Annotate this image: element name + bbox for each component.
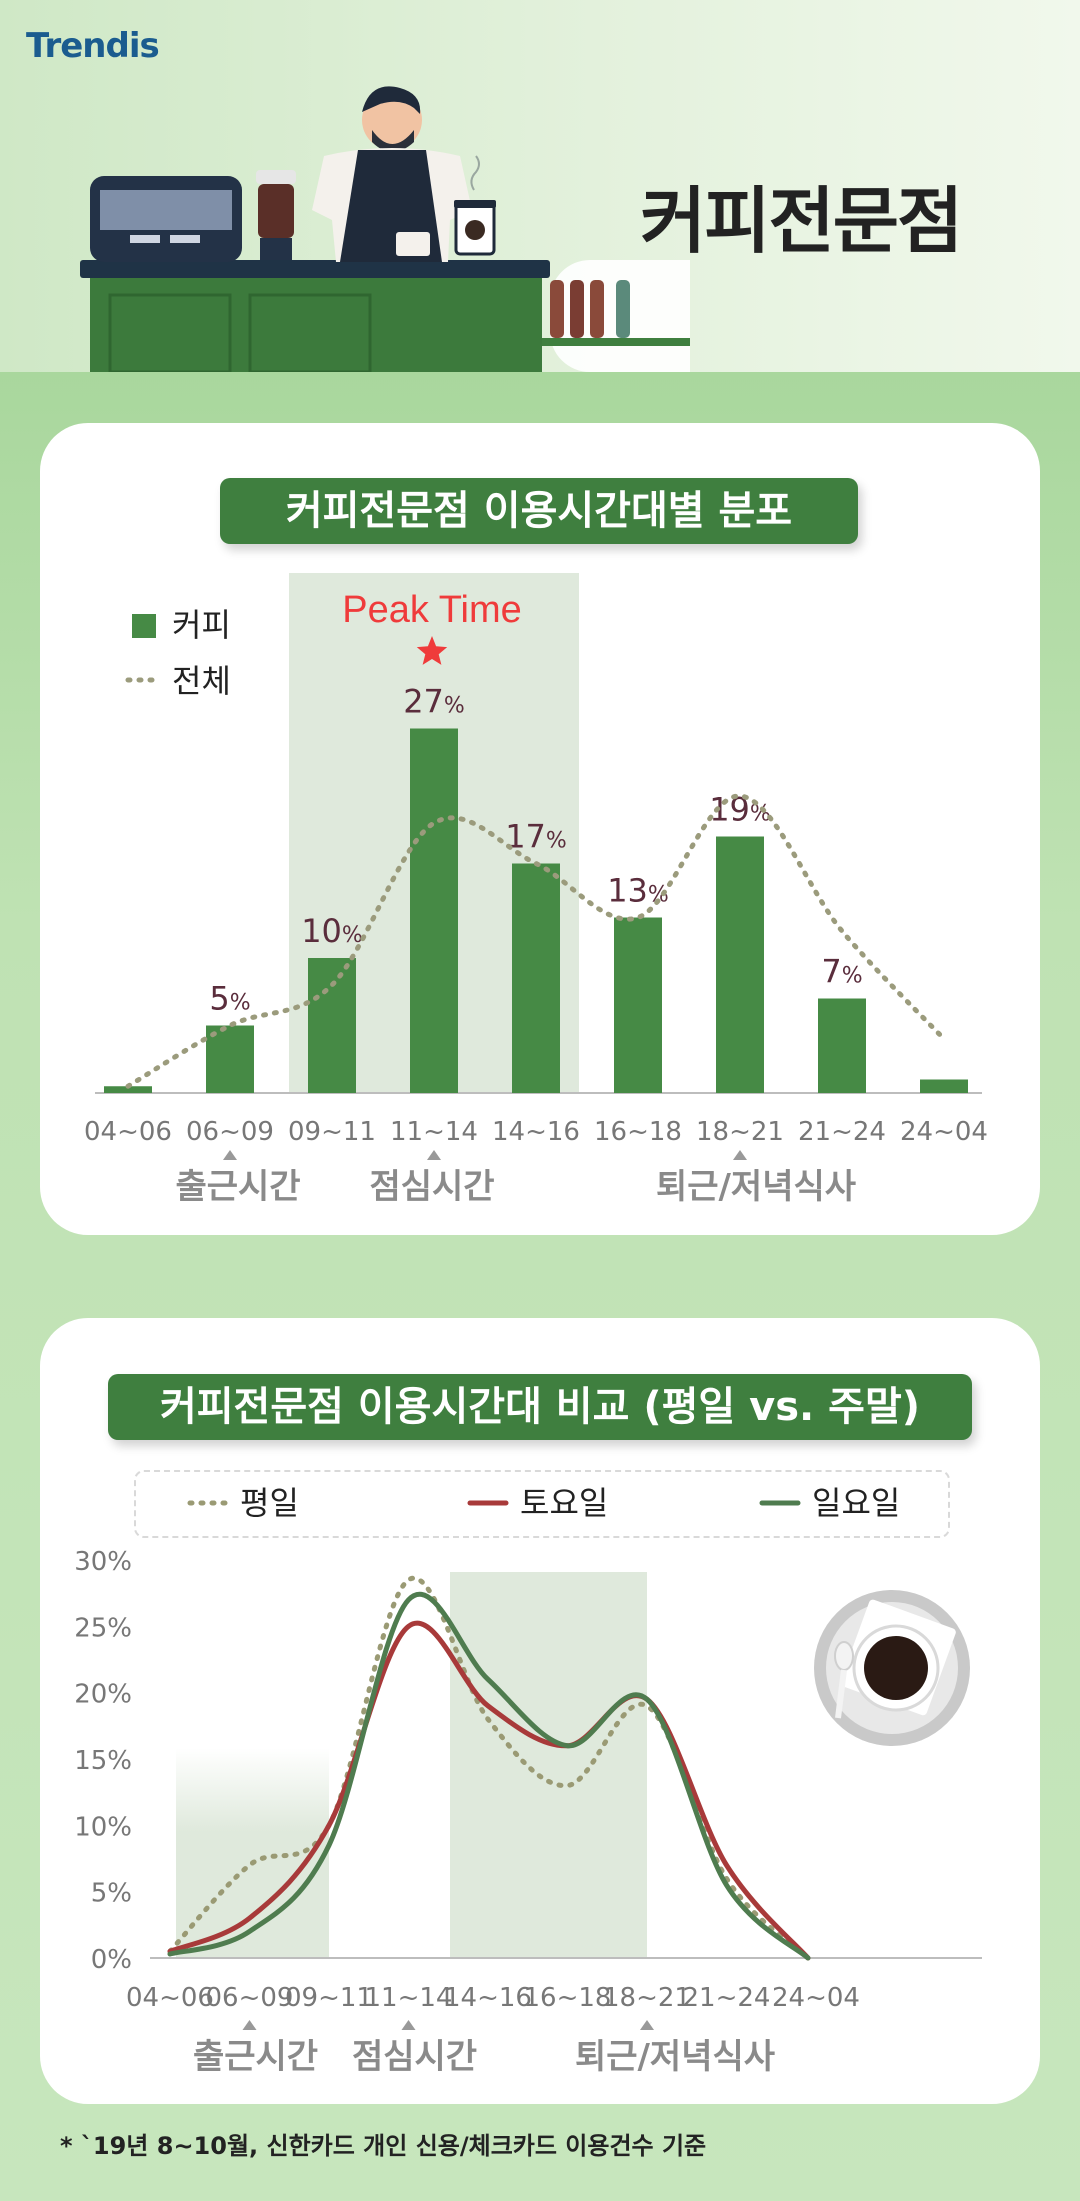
x2-tick-04~06: 04~06 [126, 1983, 214, 2013]
machine-button-1 [130, 235, 160, 243]
legend2-label-1: 토요일 [520, 1484, 608, 1522]
barista-illustration [80, 86, 690, 372]
bar-16~18 [614, 917, 662, 1093]
series-line-2 [167, 1591, 811, 1961]
y-tick-3: 15% [74, 1746, 132, 1776]
bar-04~06 [104, 1086, 152, 1093]
bottle-2 [570, 280, 584, 338]
period-label-1: 점심시간 [369, 1167, 494, 1207]
x-tick-04~06: 04~06 [84, 1117, 172, 1147]
y-tick-6: 30% [74, 1547, 132, 1577]
machine-button-2 [170, 235, 200, 243]
period2-marker-2 [640, 2020, 654, 2030]
spoon-icon [834, 1641, 854, 1671]
footnote: * `19년 8~10월, 신한카드 개인 신용/체크카드 이용건수 기준 [60, 2132, 707, 2160]
morning-highlight-band [176, 1748, 329, 1958]
x-tick-18~21: 18~21 [696, 1117, 784, 1147]
evening-highlight-band [450, 1572, 647, 1958]
grinder-top [256, 170, 296, 184]
x-tick-16~18: 16~18 [594, 1117, 682, 1147]
y-tick-0: 0% [91, 1945, 132, 1975]
period2-label-1: 점심시간 [352, 2037, 477, 2077]
counter-panel-1 [108, 293, 232, 372]
bar-18~21 [716, 836, 764, 1093]
x-tick-21~24: 21~24 [798, 1117, 886, 1147]
period-marker-0 [223, 1150, 237, 1160]
period-label-0: 출근시간 [175, 1167, 300, 1207]
period2-marker-1 [401, 2020, 416, 2030]
grinder-body [258, 184, 294, 238]
shelf [540, 338, 690, 346]
coffee-lid [454, 200, 496, 208]
chart1-canvas: 5%10%27%17%13%19%7%04~06 06~09 09~11 11~14 1… [84, 573, 988, 1207]
x2-tick-18~21: 18~21 [603, 1983, 691, 2013]
machine-panel [100, 190, 232, 230]
peak-time-label: Peak Time [342, 589, 522, 631]
period-marker-1 [427, 1150, 441, 1160]
bar-21~24 [818, 998, 866, 1093]
trendis-logo: Trendis [26, 26, 160, 66]
x2-tick-16~18: 16~18 [524, 1983, 612, 2013]
y-tick-5: 25% [74, 1613, 132, 1643]
chart1-title: 커피전문점 이용시간대별 분포 [220, 478, 858, 544]
legend-bar-swatch [132, 614, 156, 638]
bottle-4 [616, 280, 630, 338]
period2-marker-0 [242, 2020, 257, 2030]
x2-tick-09~11: 09~11 [285, 1983, 373, 2013]
x-tick-24~04: 24~04 [900, 1117, 988, 1147]
x2-tick-14~16: 14~16 [444, 1983, 532, 2013]
period-label-2: 퇴근/저녁식사 [656, 1167, 856, 1207]
data-label-14~16: 17% [505, 818, 567, 856]
counter-panel-2 [248, 293, 372, 372]
cup-holder [396, 232, 430, 256]
period2-label-0: 출근시간 [193, 2037, 318, 2077]
counter-top [80, 260, 550, 278]
hero-title: 커피전문점 [640, 179, 963, 263]
grinder-base [260, 238, 292, 260]
data-label-09~11: 10% [301, 912, 363, 950]
legend2-label-2: 일요일 [812, 1484, 900, 1522]
x-tick-14~16: 14~16 [492, 1117, 580, 1147]
bar-14~16 [512, 863, 560, 1093]
x2-tick-06~09: 06~09 [206, 1983, 294, 2013]
coffee-surface [864, 1636, 928, 1700]
data-label-21~24: 7% [821, 953, 862, 991]
legend-line-label: 전체 [172, 662, 231, 700]
legend-bar-label: 커피 [172, 606, 231, 644]
y-tick-4: 20% [74, 1680, 132, 1710]
x2-tick-24~04: 24~04 [772, 1983, 860, 2013]
x2-tick-21~24: 21~24 [683, 1983, 771, 2013]
series-line-1 [167, 1620, 811, 1961]
chart2-title: 커피전문점 이용시간대 비교 (평일 vs. 주말) [108, 1374, 972, 1440]
coffee-logo [465, 220, 485, 240]
y-tick-2: 10% [74, 1812, 132, 1842]
chart2-legend-box [134, 1470, 950, 1538]
period2-label-2: 퇴근/저녁식사 [575, 2037, 775, 2077]
spoon-handle [835, 1669, 847, 1719]
counter [90, 268, 542, 372]
y-tick-1: 5% [91, 1879, 132, 1909]
x2-tick-11~14: 11~14 [365, 1983, 453, 2013]
x-tick-06~09: 06~09 [186, 1117, 274, 1147]
x-tick-09~11: 09~11 [288, 1117, 376, 1147]
x-tick-11~14: 11~14 [390, 1117, 478, 1147]
legend2-label-0: 평일 [240, 1484, 299, 1522]
bar-11~14 [410, 728, 458, 1093]
bar-24~04 [920, 1079, 968, 1093]
barista-hair [362, 86, 421, 114]
data-label-06~09: 5% [209, 980, 250, 1018]
peak-star-icon [416, 636, 448, 665]
data-label-11~14: 27% [403, 683, 465, 721]
barista-beard [372, 130, 414, 152]
period-marker-2 [733, 1150, 747, 1160]
bar-09~11 [308, 958, 356, 1093]
steam [470, 155, 480, 191]
overall-line [125, 793, 947, 1089]
data-label-16~18: 13% [607, 872, 669, 910]
bottle-3 [590, 280, 604, 338]
bottle-1 [550, 280, 564, 338]
